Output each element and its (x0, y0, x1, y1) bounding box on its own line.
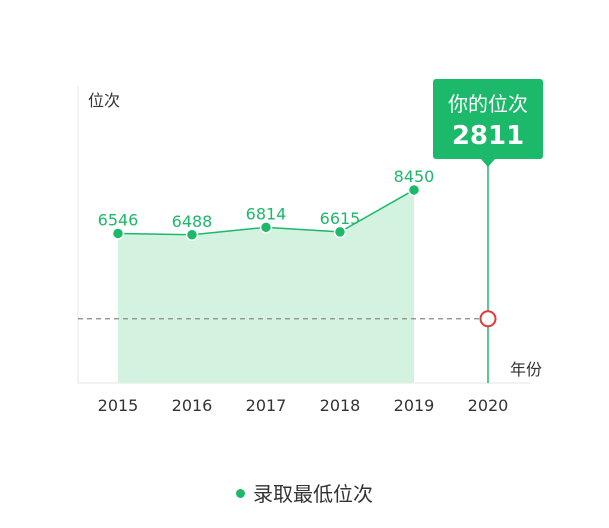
x-tick-label-2018: 2018 (320, 396, 361, 415)
x-tick-label-2015: 2015 (98, 396, 139, 415)
x-tick-label-2020: 2020 (468, 396, 509, 415)
data-point-2017 (259, 221, 273, 234)
data-point-2015 (111, 227, 125, 240)
legend: 录取最低位次 (0, 478, 609, 507)
data-point-2019 (407, 183, 421, 197)
your-rank-value: 2811 (452, 121, 524, 151)
x-tick-label-2019: 2019 (394, 396, 435, 415)
x-axis-title: 年份 (510, 360, 542, 379)
your-rank-callout-box (433, 79, 543, 159)
data-label-2015: 6546 (98, 210, 139, 229)
data-label-2019: 8450 (394, 167, 435, 186)
legend-label: 录取最低位次 (253, 482, 373, 506)
x-tick-label-2017: 2017 (246, 396, 287, 415)
data-label-2016: 6488 (172, 212, 213, 231)
legend-dot-icon (236, 489, 245, 498)
your-rank-callout: 你的位次 2811 (433, 79, 543, 167)
your-rank-title: 你的位次 (448, 92, 528, 116)
data-label-2017: 6814 (246, 204, 287, 223)
y-axis-title: 位次 (88, 91, 120, 110)
your-rank-marker (479, 310, 497, 328)
x-tick-label-2016: 2016 (172, 396, 213, 415)
your-rank-callout-pointer (481, 159, 495, 167)
data-label-2018: 6615 (320, 209, 361, 228)
data-point-2016 (185, 228, 199, 242)
data-point-2018 (333, 225, 347, 239)
